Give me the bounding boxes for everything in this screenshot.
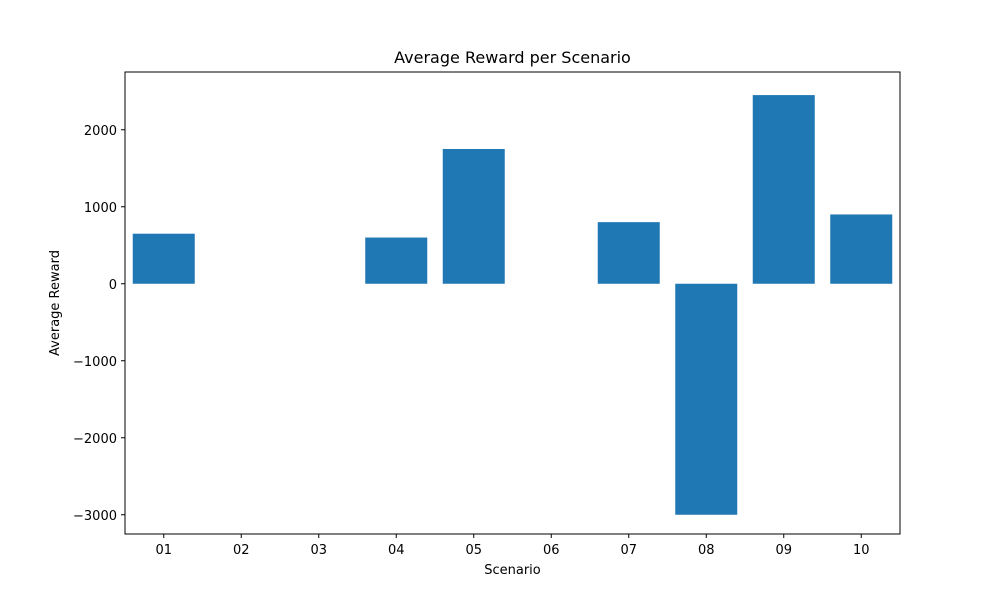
- x-tick-label-08: 08: [698, 543, 715, 558]
- bar-07: [597, 222, 660, 284]
- x-tick-label-07: 07: [620, 543, 637, 558]
- x-axis-label: Scenario: [484, 563, 541, 578]
- bars-layer: [132, 95, 893, 515]
- y-tick-label--2000: −2000: [73, 432, 117, 447]
- x-tick-label-03: 03: [310, 543, 327, 558]
- x-tick-label-01: 01: [155, 543, 172, 558]
- bar-10: [830, 214, 893, 284]
- bar-01: [132, 233, 195, 284]
- y-tick-label-0: 0: [109, 278, 117, 293]
- y-tick-label-1000: 1000: [84, 201, 117, 216]
- y-tick-label--1000: −1000: [73, 355, 117, 370]
- bar-09: [752, 95, 815, 284]
- plot-frame: [124, 71, 901, 535]
- x-tick-label-02: 02: [233, 543, 250, 558]
- x-tick-label-10: 10: [853, 543, 870, 558]
- y-tick-label-2000: 2000: [84, 124, 117, 139]
- chart-title: Average Reward per Scenario: [394, 48, 631, 67]
- bar-05: [442, 149, 505, 284]
- x-tick-label-05: 05: [465, 543, 482, 558]
- y-tick-label--3000: −3000: [73, 509, 117, 524]
- axes-layer: 01 02 03 04 05 06 07 08 09 10 −3000 −2000 −1000 0 1000…: [73, 124, 870, 558]
- bar-04: [365, 237, 428, 284]
- x-tick-label-09: 09: [775, 543, 792, 558]
- bar-08: [675, 283, 738, 515]
- x-tick-label-04: 04: [388, 543, 405, 558]
- y-axis-label: Average Reward: [48, 250, 63, 356]
- x-tick-label-06: 06: [543, 543, 560, 558]
